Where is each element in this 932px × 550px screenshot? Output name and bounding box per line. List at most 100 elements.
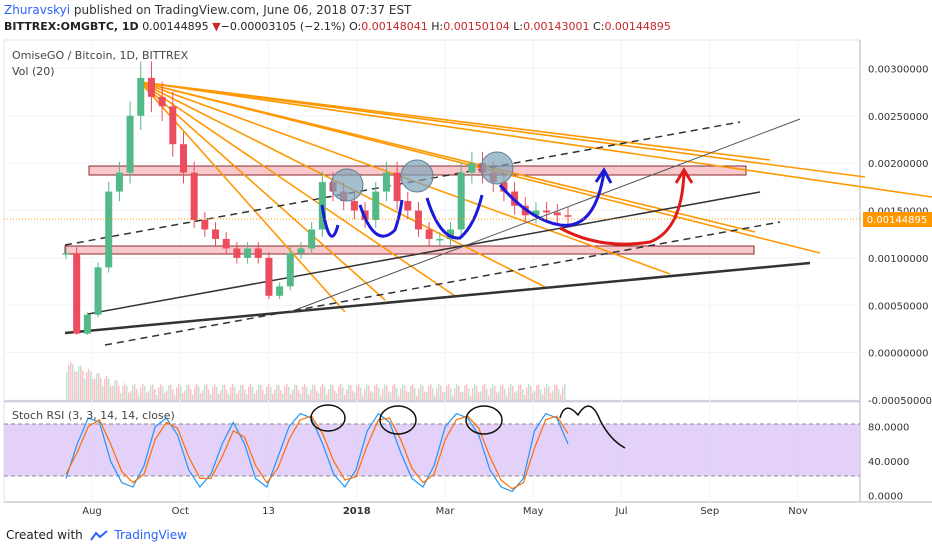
volume-bar: [342, 387, 344, 400]
volume-bar: [192, 394, 194, 400]
volume-bar: [230, 386, 232, 400]
volume-bar: [406, 391, 408, 400]
volume-bar: [264, 393, 266, 400]
high-label: H:: [431, 20, 444, 33]
candle-body: [404, 201, 412, 211]
volume-bar: [384, 384, 386, 400]
volume-bar: [346, 389, 348, 400]
grid-lines: [4, 40, 860, 502]
volume-bar: [478, 392, 480, 400]
candle-body: [190, 172, 198, 220]
volume-bar: [528, 384, 530, 400]
down-arrow-icon: ▼: [212, 20, 221, 33]
volume-bar: [174, 394, 176, 400]
volume-bar: [250, 384, 252, 400]
candle-body: [382, 172, 390, 192]
volume-bar: [202, 390, 204, 400]
symbol-line: BITTREX:OMGBTC, 1D: [4, 20, 139, 33]
volume-bars: [66, 361, 566, 400]
last-price: 0.00144895: [142, 20, 209, 33]
volume-bar: [324, 387, 326, 400]
volume-bar: [532, 392, 534, 400]
volume-bar: [220, 390, 222, 400]
volume-bar: [114, 380, 116, 400]
volume-bar: [246, 393, 248, 400]
volume-bar: [514, 392, 516, 400]
volume-bar: [274, 389, 276, 400]
volume-bar: [448, 384, 450, 400]
volume-bar: [408, 392, 410, 400]
symbol-title: OmiseGO / Bitcoin, 1D, BITTREX: [12, 49, 189, 62]
volume-bar: [222, 384, 224, 400]
middle-trend-line: [87, 191, 761, 315]
volume-bar: [310, 389, 312, 400]
price-tick-label: 0.00300000: [868, 64, 928, 75]
volume-bar: [302, 386, 304, 400]
volume-bar: [142, 384, 144, 400]
volume-bar: [440, 385, 442, 400]
volume-bar: [290, 394, 292, 400]
candle-body: [436, 238, 444, 241]
volume-bar: [244, 389, 246, 400]
volume-bar: [242, 384, 244, 400]
volume-bar: [300, 393, 302, 400]
volume-bar: [450, 388, 452, 400]
upper-thin-trend-line: [289, 118, 801, 313]
candle-body: [564, 215, 572, 217]
volume-bar: [236, 393, 238, 400]
candle-body: [286, 253, 294, 287]
stoch-d-line: [65, 415, 569, 490]
volume-bar: [84, 378, 86, 400]
volume-bar: [512, 386, 514, 400]
volume-bar: [482, 385, 484, 400]
volume-bar: [304, 384, 306, 400]
author-link[interactable]: Zhuravskyi: [4, 3, 71, 17]
volume-bar: [134, 384, 136, 400]
volume-bar: [286, 384, 288, 400]
volume-bar: [130, 391, 132, 400]
candle-body: [276, 286, 284, 296]
volume-bar: [544, 387, 546, 400]
close-label: C:: [593, 20, 605, 33]
tradingview-brand-link[interactable]: TradingView: [114, 528, 187, 542]
volume-bar: [550, 393, 552, 400]
volume-bar: [356, 386, 358, 400]
volume-bar: [506, 395, 508, 400]
volume-bar: [120, 392, 122, 400]
candle-body: [297, 248, 305, 254]
volume-bar: [452, 395, 454, 400]
volume-bar: [224, 384, 226, 400]
volume-bar: [388, 391, 390, 400]
volume-bar: [108, 378, 110, 400]
volume-bar: [136, 388, 138, 400]
volume-bar: [524, 395, 526, 400]
volume-bar: [118, 385, 120, 400]
volume-bar: [156, 394, 158, 400]
volume-bar: [306, 387, 308, 400]
volume-title: Vol (20): [12, 65, 55, 78]
volume-bar: [150, 385, 152, 400]
volume-bar: [466, 384, 468, 400]
time-tick-label: 13: [262, 506, 275, 517]
blue-arrow-head: [594, 167, 613, 184]
volume-bar: [382, 388, 384, 400]
volume-bar: [266, 386, 268, 400]
volume-bar: [232, 384, 234, 400]
time-tick-label: Jul: [614, 506, 627, 517]
volume-bar: [166, 390, 168, 400]
volume-bar: [498, 391, 500, 400]
volume-bar: [124, 383, 126, 400]
volume-bar: [296, 384, 298, 400]
volume-bar: [176, 387, 178, 400]
volume-bar: [102, 385, 104, 400]
volume-bar: [262, 390, 264, 400]
stoch-tick-label: 0.0000: [868, 492, 903, 503]
volume-bar: [254, 393, 256, 400]
volume-bar: [168, 385, 170, 400]
fan-line: [139, 81, 866, 178]
price-tick-label: 0.00100000: [868, 254, 928, 265]
blue-projection-arrow: [559, 171, 606, 227]
volume-bar: [372, 392, 374, 400]
stoch-tick-label: 40.0000: [868, 457, 909, 468]
